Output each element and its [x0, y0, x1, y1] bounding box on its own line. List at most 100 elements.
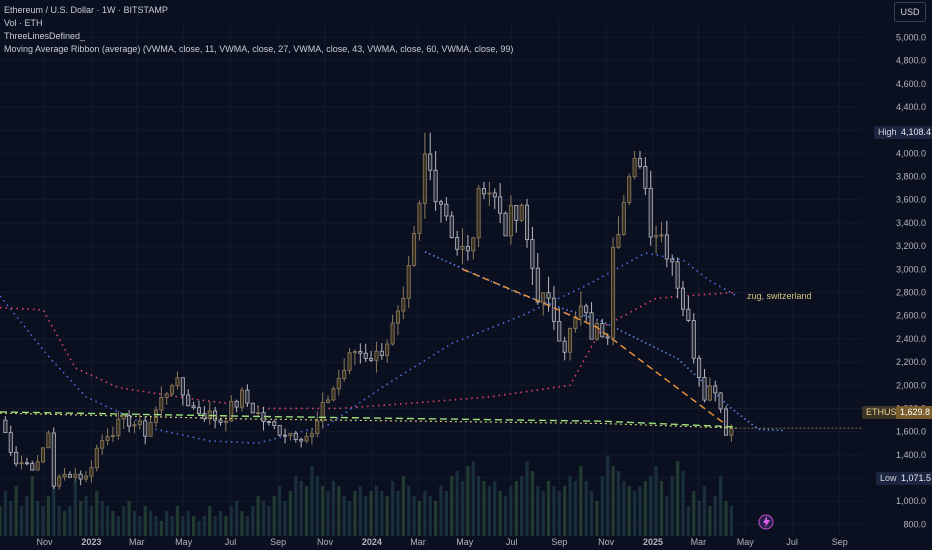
volume-bar — [369, 491, 373, 536]
candle-body — [277, 425, 282, 436]
indicator-label-threelines[interactable]: ThreeLinesDefined_ — [4, 31, 86, 41]
indicator-label-ma-ribbon[interactable]: Moving Average Ribbon (average) (VWMA, c… — [4, 44, 514, 54]
candle-body — [481, 188, 487, 195]
candle-body — [686, 308, 691, 321]
candle-body — [293, 432, 298, 440]
volume-bar — [337, 486, 341, 536]
candle-body — [530, 239, 535, 269]
volume-bar — [310, 466, 314, 536]
volume-bar — [654, 466, 658, 536]
volume-bar — [579, 466, 583, 536]
volume-bar — [385, 496, 389, 536]
candle-body — [503, 212, 508, 237]
volume-bar — [331, 481, 336, 536]
candle-body — [218, 419, 223, 423]
candle-body — [78, 473, 83, 480]
candle-body — [24, 462, 29, 465]
symbol-title[interactable]: Ethereum / U.S. Dollar · 1W · BITSTAMP — [4, 5, 168, 15]
candle-body — [664, 234, 669, 260]
volume-bar — [729, 506, 734, 536]
candle-body — [444, 203, 449, 217]
volume-bar — [401, 476, 405, 536]
candle-body — [153, 409, 158, 423]
volume-bar — [202, 516, 206, 536]
volume-bar — [665, 496, 669, 536]
candle-body — [546, 292, 551, 299]
y-tick-label: 800.0 — [903, 519, 926, 529]
volume-bar — [444, 491, 448, 536]
candle-body — [535, 267, 540, 303]
candle-body — [406, 265, 411, 299]
candle-body — [100, 440, 105, 449]
candle-body — [401, 297, 406, 312]
volume-bar — [423, 491, 427, 536]
candle-body — [460, 246, 465, 250]
low-tag-label: Low — [876, 472, 901, 485]
volume-bar — [477, 476, 481, 536]
x-tick-label: 2024 — [362, 537, 382, 547]
candle-body — [137, 420, 142, 426]
candle-body — [148, 422, 153, 437]
x-tick-label: Mar — [410, 537, 426, 547]
x-tick-label: Sep — [270, 537, 286, 547]
volume-bar — [697, 501, 701, 536]
volume-bar — [439, 486, 443, 536]
volume-bar — [197, 521, 201, 536]
candle-body — [3, 419, 8, 434]
x-tick-label: May — [456, 537, 474, 547]
trendline-yellow — [0, 412, 737, 429]
candle-body — [352, 351, 357, 354]
y-tick-label: 2,400.0 — [896, 334, 926, 344]
candle-body — [250, 402, 255, 414]
candle-body — [584, 305, 589, 314]
volume-bar — [433, 501, 438, 536]
volume-bar — [68, 506, 72, 536]
candle-body — [594, 323, 599, 340]
volume-bar — [213, 516, 217, 536]
volume-bar — [288, 491, 293, 536]
candle-body — [471, 237, 476, 252]
volume-bar — [240, 511, 244, 536]
volume-bar — [713, 496, 717, 536]
volume-bar — [353, 491, 357, 536]
candle-body — [94, 447, 99, 469]
y-tick-label: 3,200.0 — [896, 241, 926, 251]
y-tick-label: 4,000.0 — [896, 148, 926, 158]
candle-body — [89, 467, 94, 477]
volume-indicator-label[interactable]: Vol · ETH — [4, 18, 43, 28]
candle-body — [180, 377, 185, 396]
volume-bar — [632, 491, 637, 536]
high-tag-value: 4,108.4 — [897, 126, 932, 139]
volume-bar — [132, 511, 137, 536]
low-tag-value: 1,071.5 — [897, 472, 932, 485]
volume-bar — [229, 506, 233, 536]
volume-bar — [460, 481, 465, 536]
candle-body — [84, 475, 89, 480]
replay-icon[interactable] — [758, 514, 774, 530]
candle-body — [283, 434, 288, 437]
volume-bar — [380, 491, 384, 536]
volume-bar — [138, 516, 142, 536]
volume-bar — [719, 476, 723, 536]
candle-body — [288, 432, 293, 437]
volume-bar — [466, 466, 470, 536]
volume-bar — [25, 496, 29, 536]
candle-body — [164, 393, 169, 398]
ma-ribbon-blue-2 — [424, 251, 786, 432]
candle-body — [514, 205, 519, 221]
y-tick-label: 1,600.0 — [896, 427, 926, 437]
volume-bar — [315, 476, 319, 536]
volume-bar — [52, 486, 56, 536]
candle-body — [724, 408, 729, 436]
candle-body — [309, 433, 314, 438]
candle-body — [347, 352, 352, 371]
x-tick-label: 2023 — [81, 537, 101, 547]
candle-body — [143, 420, 148, 437]
volume-bar — [148, 511, 153, 536]
candle-body — [105, 436, 110, 441]
candle-body — [476, 188, 481, 239]
candle-body — [498, 196, 503, 214]
volume-bar — [724, 501, 728, 536]
currency-button[interactable]: USD — [894, 2, 926, 22]
